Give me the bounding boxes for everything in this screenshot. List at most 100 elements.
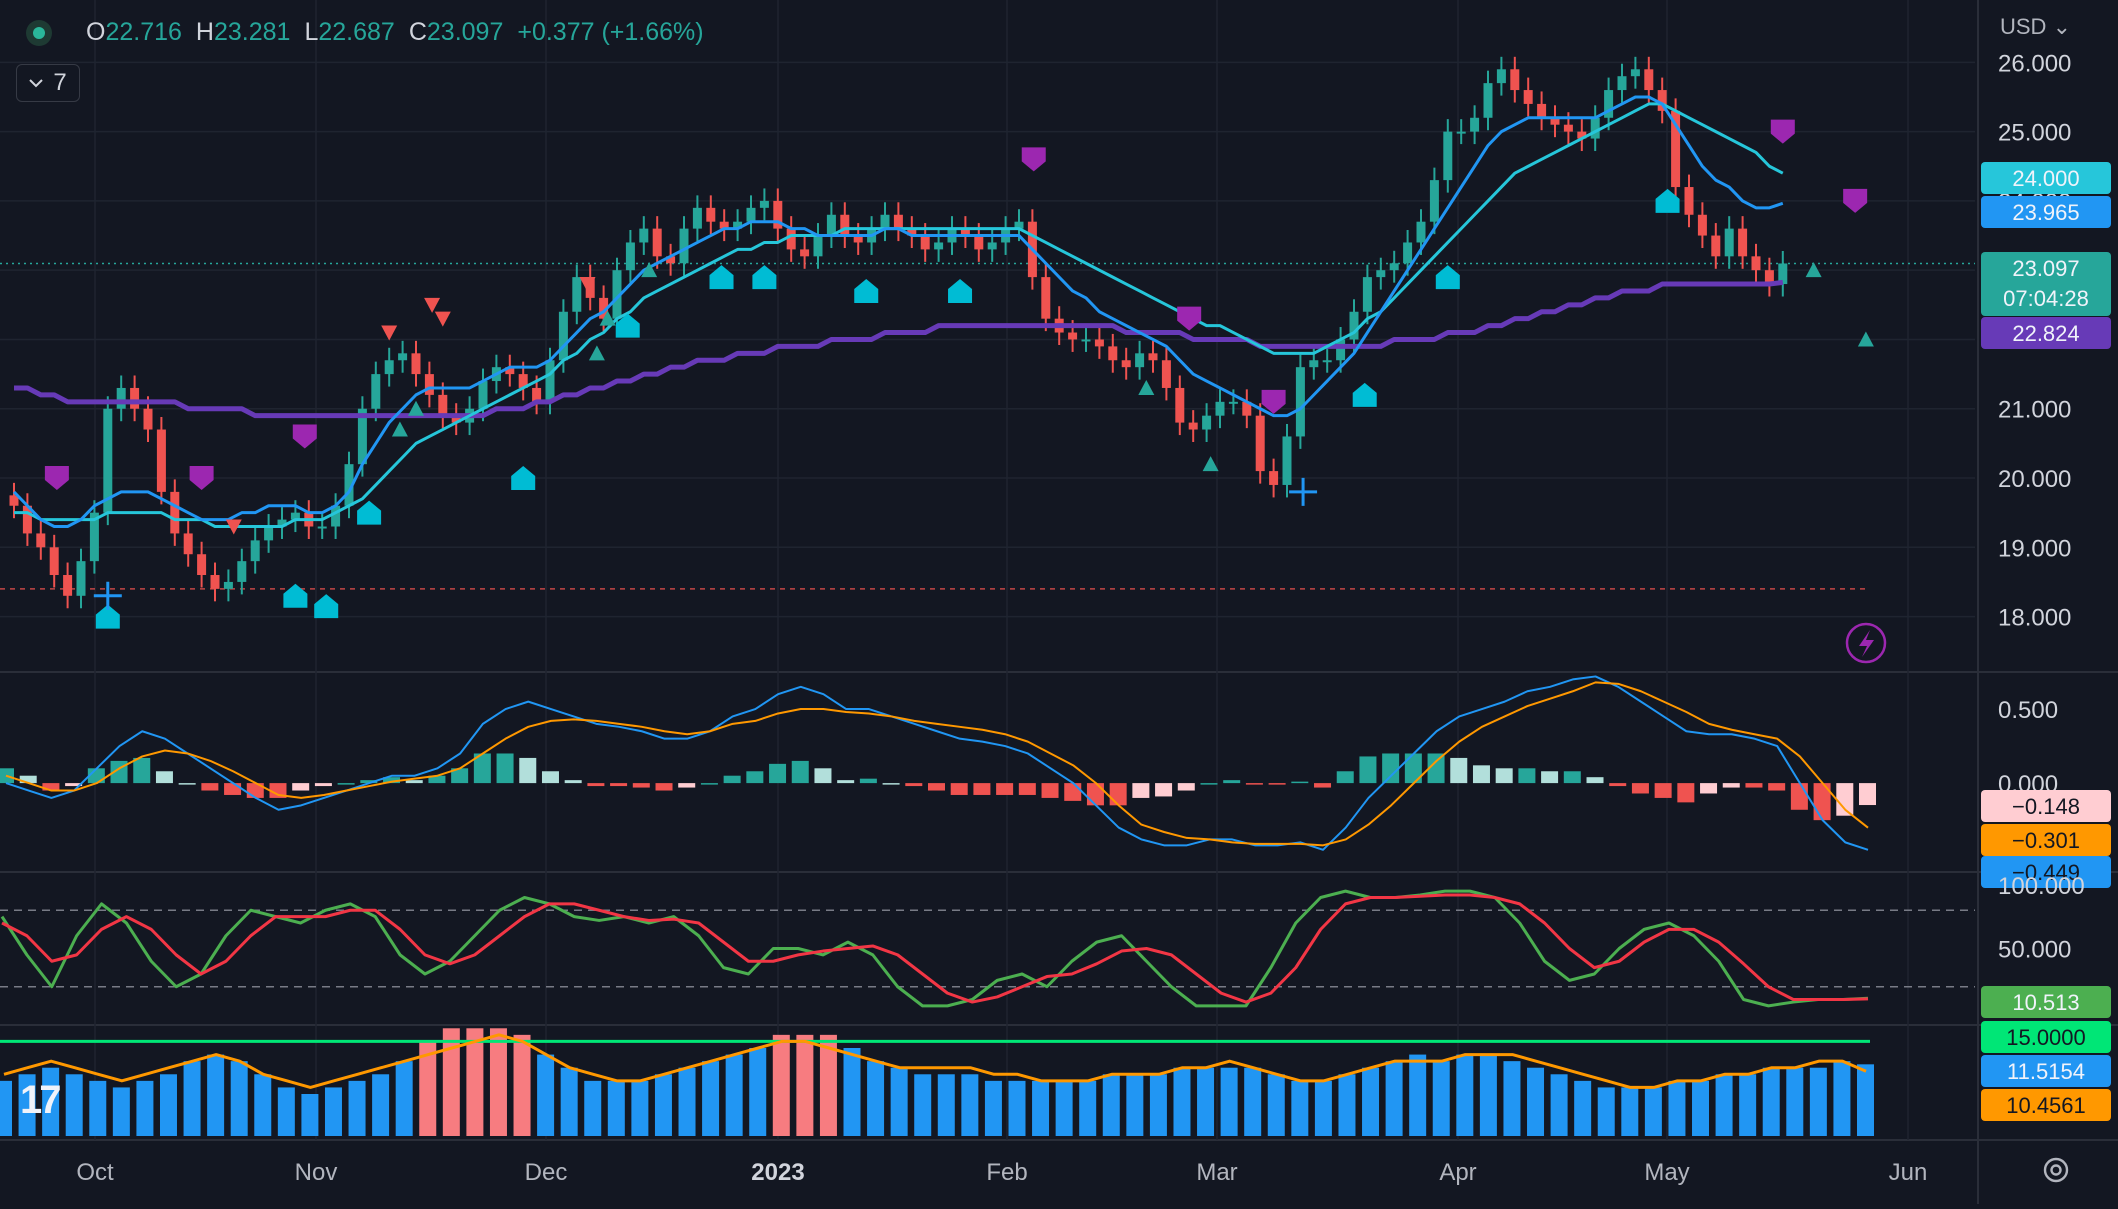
macd-histogram-bar	[292, 783, 310, 791]
candle-body	[1563, 124, 1573, 132]
macd-histogram-bar	[1314, 783, 1332, 788]
x-tick-label: 2023	[751, 1159, 804, 1186]
buy-signal-marker	[511, 466, 536, 491]
candle-body	[290, 512, 300, 520]
macd-histogram-bar	[905, 783, 923, 787]
volatility-bar	[843, 1048, 861, 1136]
volatility-bar	[89, 1080, 107, 1136]
macd-histogram-bar	[1654, 783, 1672, 798]
candle-body	[1403, 242, 1413, 264]
macd-histogram-bar	[1404, 753, 1422, 784]
volatility-bar	[1456, 1054, 1474, 1136]
price-tick-label: 20.000	[1998, 466, 2071, 493]
macd-histogram-bar	[201, 783, 219, 791]
x-tick-label: Jun	[1889, 1159, 1928, 1186]
candle-body	[170, 491, 180, 534]
candle-body	[250, 540, 260, 562]
volatility-bar	[466, 1028, 484, 1136]
candle-body	[1778, 263, 1788, 285]
volatility-bar	[1668, 1080, 1686, 1136]
buy-signal-marker	[283, 583, 308, 608]
macd-histogram-bar	[723, 775, 741, 784]
macd-histogram-bar	[1790, 783, 1808, 810]
candle-body	[197, 554, 207, 576]
candle-body	[1161, 360, 1171, 388]
up-triangle-marker	[1202, 456, 1219, 472]
candle-body	[1429, 180, 1439, 222]
currency-label: USD	[2000, 14, 2047, 39]
volatility-bar	[65, 1074, 83, 1136]
tradingview-logo: 17	[20, 1078, 61, 1122]
macd-histogram-bar	[1518, 768, 1536, 784]
macd-histogram-bar	[928, 783, 945, 791]
volatility-bar	[1809, 1067, 1827, 1136]
macd-histogram-bar	[42, 783, 60, 791]
candle-body	[1711, 235, 1721, 257]
candle-body	[1081, 339, 1091, 342]
close-key: C	[408, 18, 427, 46]
volatility-bar	[1597, 1087, 1615, 1136]
macd-histogram-bar	[1132, 783, 1150, 798]
x-tick-label: May	[1644, 1159, 1689, 1186]
volatility-bar	[1362, 1067, 1380, 1136]
settings-gear-icon[interactable]	[2040, 1154, 2072, 1186]
candle-body	[558, 311, 568, 361]
volatility-bar	[1833, 1061, 1851, 1136]
volatility-bar	[0, 1080, 12, 1136]
candle-body	[1550, 117, 1560, 125]
candle-body	[1483, 83, 1493, 118]
candle-body	[679, 228, 689, 264]
price-axis-label-text: 22.824	[2012, 321, 2079, 346]
candle-body	[893, 214, 903, 229]
buy-signal-marker	[314, 594, 339, 619]
macd-histogram-bar	[1018, 783, 1036, 795]
down-triangle-marker	[225, 519, 242, 535]
indicators-collapse-button[interactable]: 7	[16, 64, 80, 102]
macd-histogram-bar	[587, 783, 605, 787]
candle-body	[1590, 117, 1600, 139]
macd-histogram-bar	[746, 771, 764, 784]
market-status-icon[interactable]	[26, 19, 52, 46]
candle-body	[1336, 339, 1346, 361]
volatility-bar	[1291, 1080, 1309, 1136]
macd-histogram-bar	[155, 771, 173, 784]
macd-histogram-bar	[700, 783, 718, 785]
high-key: H	[195, 18, 214, 46]
candle-body	[1577, 131, 1587, 139]
candle-body	[1014, 221, 1024, 229]
volatility-bar	[207, 1054, 225, 1136]
macd-histogram-bar	[859, 778, 877, 784]
close-value: 23.097	[426, 18, 504, 46]
macd-histogram-bar	[1200, 783, 1218, 785]
buy-signal-marker	[357, 500, 382, 525]
currency-selector[interactable]: USD ⌄	[2000, 14, 2071, 39]
candle-body	[1242, 401, 1252, 416]
change-value: +0.377 (+1.66%)	[517, 18, 704, 46]
volatility-bar	[1055, 1080, 1073, 1136]
macd-tick-label: 0.500	[1998, 697, 2058, 724]
macd-histogram-bar	[1064, 783, 1082, 801]
volatility-bar	[1220, 1067, 1238, 1136]
macd-histogram-bar	[1609, 783, 1627, 787]
down-triangle-marker	[424, 297, 441, 313]
high-value: 23.281	[213, 18, 291, 46]
volatility-bar	[1786, 1067, 1804, 1136]
candle-body	[920, 235, 930, 250]
candle-body	[987, 242, 997, 250]
price-axis-label	[1981, 196, 2111, 228]
open-key: O	[86, 18, 106, 46]
buy-signal-marker	[1352, 382, 1377, 407]
candle-body	[438, 394, 448, 416]
candle-body	[1671, 110, 1681, 188]
sell-signal-marker	[1177, 306, 1202, 331]
macd-histogram-bar	[1541, 771, 1559, 784]
volatility-bar	[1574, 1080, 1592, 1136]
volatility-bar	[372, 1074, 390, 1136]
macd-histogram-bar	[1700, 783, 1718, 794]
candle-body	[1228, 401, 1238, 404]
volatility-bar	[537, 1054, 555, 1136]
up-triangle-marker	[408, 400, 424, 416]
candle-body	[907, 228, 917, 236]
volatility-bar	[631, 1080, 649, 1136]
